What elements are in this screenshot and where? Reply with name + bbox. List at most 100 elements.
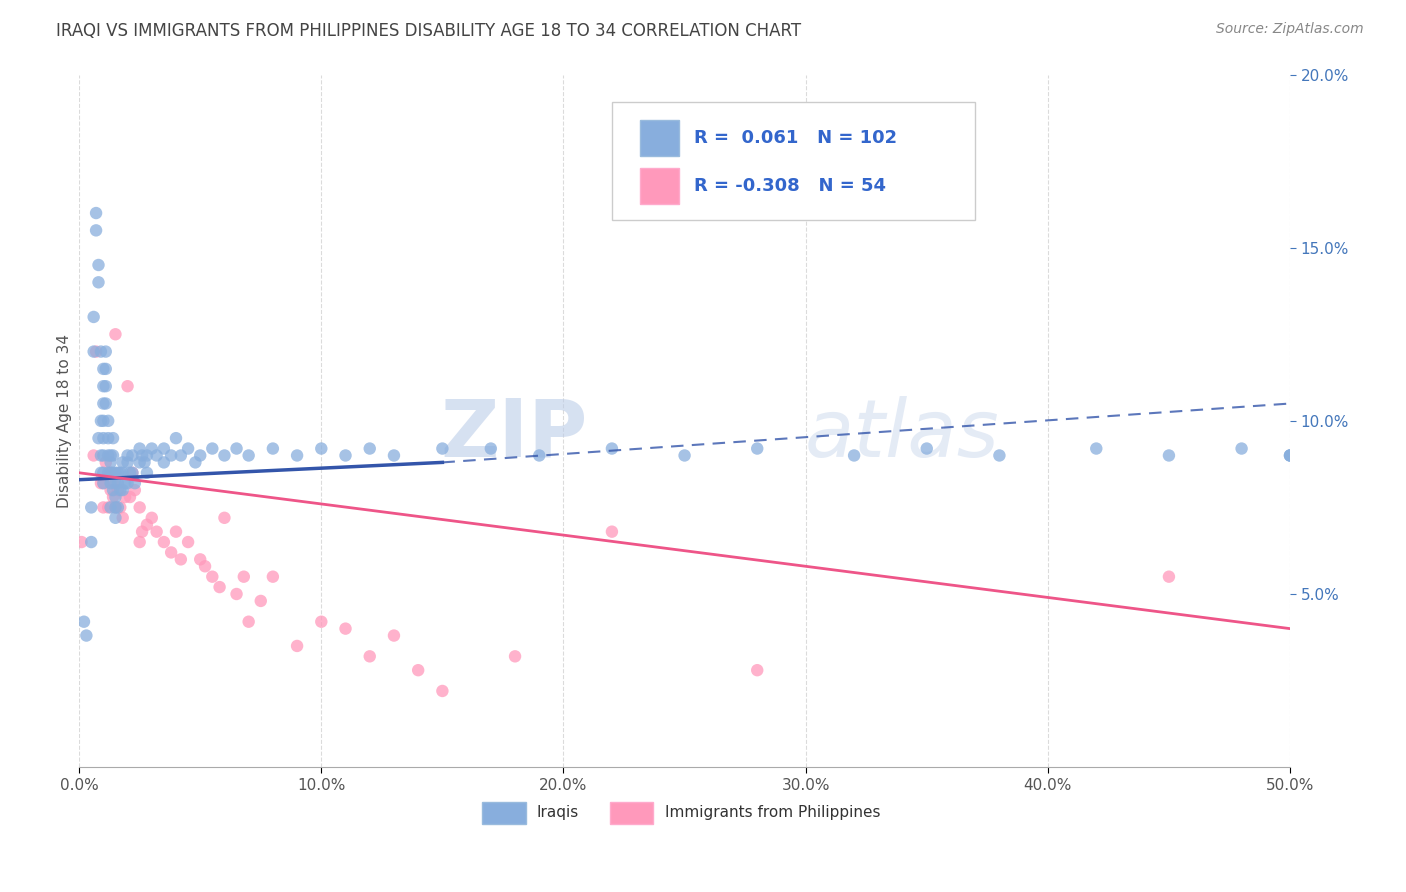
Point — [93, 449, 115, 463]
Point — [100, 466, 122, 480]
Point — [104, 490, 127, 504]
Point — [225, 442, 247, 456]
Point — [93, 476, 115, 491]
Point — [117, 455, 139, 469]
FancyBboxPatch shape — [640, 120, 679, 155]
Point — [124, 483, 146, 497]
Point — [97, 431, 120, 445]
Point — [107, 476, 129, 491]
Point — [262, 570, 284, 584]
Point — [90, 344, 112, 359]
FancyBboxPatch shape — [640, 168, 679, 204]
Point — [117, 449, 139, 463]
Point — [84, 206, 107, 220]
Text: Iraqis: Iraqis — [537, 805, 579, 820]
Point — [90, 414, 112, 428]
Point — [136, 517, 159, 532]
Point — [747, 442, 769, 456]
Point — [145, 449, 167, 463]
Point — [100, 466, 122, 480]
Point — [101, 483, 124, 497]
Point — [104, 500, 127, 515]
Point — [170, 552, 193, 566]
Point — [100, 449, 122, 463]
Point — [842, 449, 865, 463]
Point — [136, 466, 159, 480]
Point — [1157, 570, 1180, 584]
Y-axis label: Disability Age 18 to 34: Disability Age 18 to 34 — [58, 334, 72, 508]
Point — [249, 594, 271, 608]
Point — [94, 379, 117, 393]
Point — [80, 535, 103, 549]
Point — [100, 500, 122, 515]
Point — [101, 476, 124, 491]
Point — [100, 483, 122, 497]
Point — [134, 455, 156, 469]
Point — [1279, 449, 1302, 463]
Text: R =  0.061   N = 102: R = 0.061 N = 102 — [695, 128, 897, 146]
Point — [153, 442, 176, 456]
Point — [111, 483, 134, 497]
Point — [104, 476, 127, 491]
Point — [100, 455, 122, 469]
Text: R = -0.308   N = 54: R = -0.308 N = 54 — [695, 177, 886, 195]
Point — [128, 535, 150, 549]
Point — [104, 466, 127, 480]
Point — [285, 449, 308, 463]
Point — [107, 466, 129, 480]
Point — [238, 449, 260, 463]
Point — [1230, 442, 1253, 456]
Point — [1279, 449, 1302, 463]
Point — [104, 500, 127, 515]
Point — [131, 524, 153, 539]
Point — [153, 455, 176, 469]
Point — [600, 442, 623, 456]
Point — [335, 622, 357, 636]
Point — [84, 223, 107, 237]
Point — [359, 649, 381, 664]
Point — [83, 310, 105, 324]
Point — [83, 449, 105, 463]
Point — [131, 449, 153, 463]
Point — [479, 442, 502, 456]
Point — [747, 663, 769, 677]
Point — [1085, 442, 1108, 456]
Point — [170, 449, 193, 463]
Point — [93, 396, 115, 410]
Point — [160, 449, 183, 463]
Point — [118, 490, 141, 504]
Point — [600, 524, 623, 539]
Point — [84, 344, 107, 359]
Point — [121, 466, 143, 480]
Point — [214, 511, 236, 525]
Point — [118, 466, 141, 480]
Point — [94, 396, 117, 410]
Point — [97, 449, 120, 463]
Point — [83, 344, 105, 359]
Point — [97, 414, 120, 428]
Point — [87, 431, 110, 445]
Point — [94, 455, 117, 469]
Point — [111, 466, 134, 480]
Point — [104, 327, 127, 342]
Point — [80, 500, 103, 515]
Point — [311, 615, 333, 629]
Point — [93, 466, 115, 480]
Point — [93, 414, 115, 428]
Point — [529, 449, 551, 463]
Point — [97, 500, 120, 515]
Point — [101, 490, 124, 504]
Point — [382, 449, 405, 463]
Point — [93, 431, 115, 445]
Point — [165, 431, 187, 445]
Point — [93, 500, 115, 515]
Point — [93, 476, 115, 491]
Point — [188, 449, 211, 463]
Point — [107, 500, 129, 515]
Point — [114, 490, 136, 504]
Point — [87, 258, 110, 272]
Point — [128, 442, 150, 456]
Text: Source: ZipAtlas.com: Source: ZipAtlas.com — [1216, 22, 1364, 37]
Point — [110, 483, 132, 497]
Point — [104, 511, 127, 525]
